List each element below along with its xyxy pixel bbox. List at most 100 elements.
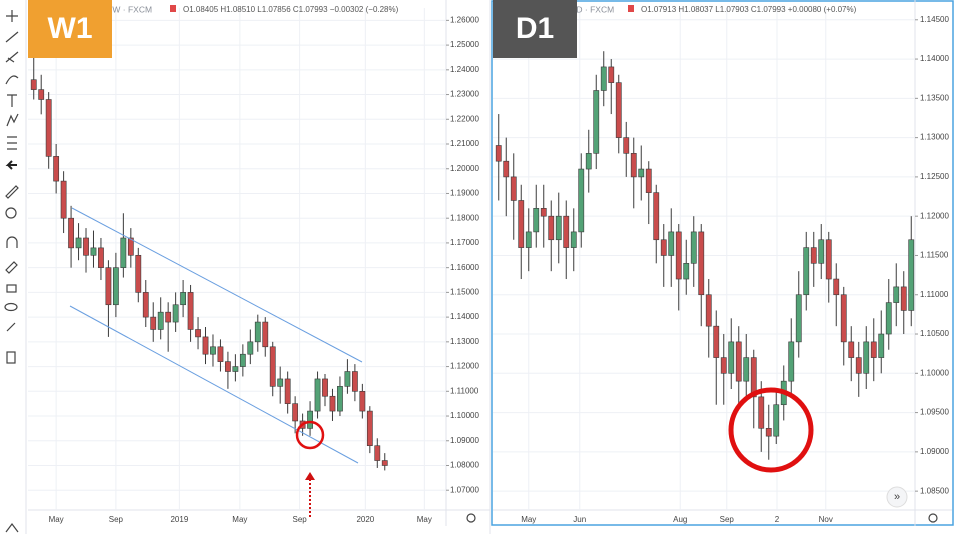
candle-body — [728, 341, 735, 374]
candle-body — [53, 156, 60, 182]
candle-body — [578, 168, 585, 233]
candle-body — [690, 231, 697, 264]
y-tick-label: 1.26000 — [450, 15, 479, 24]
timeframe-badge — [28, 0, 112, 58]
ohlc-readout: O1.08405 H1.08510 L1.07856 C1.07993 −0.0… — [183, 5, 399, 14]
y-tick-label: 1.11000 — [450, 386, 479, 395]
highlight-circle — [295, 420, 325, 450]
candle-body — [195, 329, 201, 338]
y-tick-label: 1.17000 — [450, 238, 479, 247]
y-tick-label: 1.10000 — [920, 368, 949, 377]
scroll-button[interactable] — [886, 486, 908, 508]
candle-body — [374, 445, 381, 461]
candle-body — [322, 378, 328, 397]
candle-body — [314, 378, 321, 412]
visibility-tool[interactable] — [4, 302, 18, 312]
candle-body — [30, 79, 37, 90]
candle-body — [247, 341, 254, 355]
y-tick-label: 1.22000 — [450, 114, 479, 123]
charts: 1.07000 1.08000 1.09000 1.10000 1.11000 1.120… — [28, 8, 949, 524]
channel-upper — [71, 207, 363, 363]
active-panel-frame — [491, 0, 954, 526]
magnet-tool[interactable] — [6, 236, 18, 248]
candle-body — [660, 239, 667, 256]
fib-tool[interactable] — [5, 51, 19, 63]
candle-body — [743, 357, 750, 382]
candle-body — [503, 160, 510, 178]
candle-body — [653, 192, 660, 241]
candle-body — [90, 247, 97, 256]
candle-body — [45, 99, 52, 157]
highlight-circle — [728, 387, 814, 473]
candle-body — [284, 378, 291, 404]
stay-drawing-tool[interactable] — [5, 261, 18, 274]
brush-tool[interactable] — [5, 75, 19, 85]
y-tick-label: 1.19000 — [450, 189, 479, 198]
candle-body — [337, 386, 343, 412]
candle-body — [825, 239, 832, 280]
crosshair-tool[interactable] — [6, 10, 18, 22]
y-tick-label: 1.18000 — [450, 213, 479, 222]
link-tool[interactable] — [6, 322, 16, 332]
candle-body — [788, 341, 795, 382]
candle-body — [38, 89, 45, 100]
candle-body — [68, 217, 74, 249]
settings-button[interactable] — [466, 513, 476, 523]
candle-body — [239, 353, 246, 367]
x-tick-label: Nov — [819, 515, 833, 524]
text-tool[interactable] — [7, 94, 17, 107]
candle-body — [135, 254, 142, 293]
candle-body — [705, 294, 712, 327]
candle-body — [359, 391, 366, 412]
candle-body — [533, 208, 540, 233]
candle-body — [165, 311, 172, 323]
channel-lower — [69, 305, 359, 464]
candle-body — [570, 231, 577, 248]
y-tick-label: 1.20000 — [450, 164, 479, 173]
candle-body — [675, 231, 682, 280]
x-tick-label: May — [49, 515, 64, 524]
y-tick-label: 1.15000 — [450, 287, 479, 296]
candle-body — [698, 231, 705, 296]
trash-tool[interactable] — [6, 351, 16, 364]
candle-body — [277, 378, 284, 387]
candle-body — [202, 336, 209, 355]
candle-body — [127, 237, 134, 256]
candle-body — [269, 346, 276, 387]
lock-tool[interactable] — [6, 284, 17, 293]
candle-body — [623, 137, 630, 154]
candle-body — [525, 231, 532, 248]
y-tick-label: 1.16000 — [450, 263, 479, 272]
candle-body — [600, 66, 607, 91]
zoom-tool[interactable] — [5, 207, 17, 219]
x-tick-label: May — [417, 515, 432, 524]
candle-body — [540, 208, 547, 217]
pattern-tool[interactable] — [6, 113, 19, 127]
tree-tool[interactable] — [5, 523, 19, 533]
candle-body — [855, 357, 862, 374]
back-tool[interactable] — [5, 160, 17, 170]
candle-body — [885, 302, 892, 335]
x-tick-label: Sep — [292, 515, 307, 524]
x-tick-label: 2020 — [356, 515, 374, 524]
candle-body — [225, 361, 231, 372]
ruler-tool[interactable] — [5, 185, 19, 199]
settings-button[interactable] — [928, 513, 938, 523]
scroll-icon[interactable]: » — [894, 491, 900, 503]
flag — [628, 5, 634, 12]
y-tick-label: 1.13000 — [920, 133, 949, 142]
candle-body — [735, 341, 742, 382]
x-tick-label: Jun — [573, 515, 586, 524]
y-tick-label: 1.12500 — [920, 172, 949, 181]
line-tool[interactable] — [5, 31, 19, 43]
y-tick-label: 1.13500 — [920, 93, 949, 102]
candle-body — [630, 153, 637, 178]
y-tick-label: 1.08500 — [920, 486, 949, 495]
candle-body — [765, 427, 772, 437]
candle-body — [495, 145, 502, 162]
prediction-tool[interactable] — [7, 136, 17, 150]
y-tick-label: 1.11000 — [920, 290, 949, 299]
candle-body — [713, 325, 720, 358]
y-tick-label: 1.09500 — [920, 408, 949, 417]
candle-body — [98, 247, 104, 268]
